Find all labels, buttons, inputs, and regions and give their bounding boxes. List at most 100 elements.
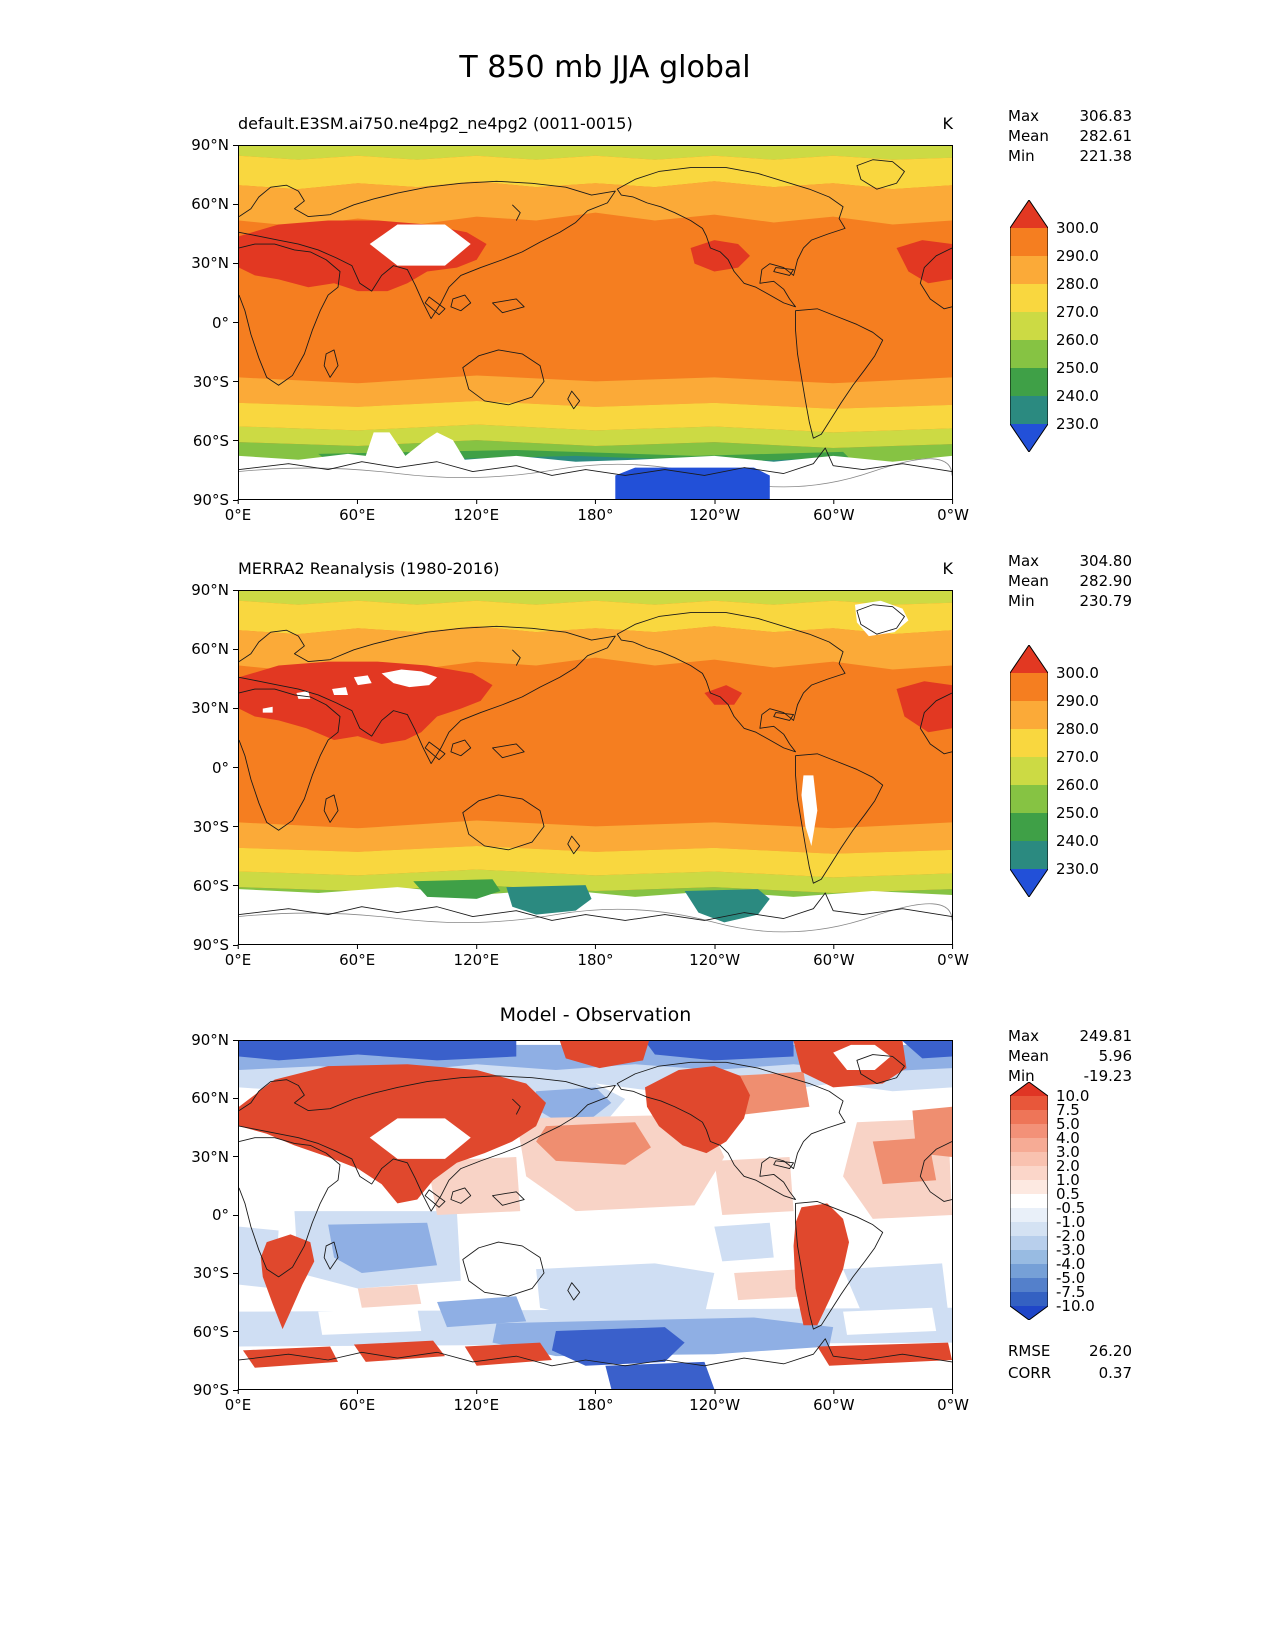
- colorbar-tick-label: 0.5: [1056, 1185, 1080, 1203]
- colorbar-tick-label: 4.0: [1056, 1129, 1080, 1147]
- panel3-lon-axis: 0°E 60°E 120°E 180° 120°W 60°W 0°W: [225, 1389, 969, 1417]
- tick-mark: [237, 1389, 239, 1394]
- lon-tick-label: 0°W: [937, 499, 969, 524]
- tick-mark: [475, 499, 477, 504]
- panel1-subtitle-row: default.E3SM.ai750.ne4pg2_ne4pg2 (0011-0…: [238, 114, 953, 133]
- rmse-value: 26.20: [1089, 1342, 1132, 1360]
- tick-mark: [233, 885, 238, 887]
- tick-mark: [233, 589, 238, 591]
- lat-tick-label: 0°: [212, 314, 238, 332]
- tick-mark: [233, 203, 238, 205]
- colorbar-bar: [1009, 644, 1120, 901]
- stat-mean-value: 282.61: [1079, 127, 1133, 145]
- lon-tick-label: 60°W: [813, 499, 855, 524]
- colorbar-tick-label: -5.0: [1056, 1269, 1086, 1287]
- lat-tick-label: 60°S: [193, 432, 238, 450]
- lon-tick-label: 180°: [577, 499, 614, 524]
- tick-mark: [233, 1389, 238, 1391]
- lat-tick-label: 60°N: [191, 1089, 238, 1107]
- stat-mean-value: 282.90: [1079, 572, 1133, 590]
- lon-tick-label: 120°E: [454, 1389, 499, 1414]
- stat-mean-label: Mean: [1008, 572, 1049, 590]
- colorbar-tick-label: -10.0: [1056, 1297, 1095, 1315]
- tick-mark: [237, 944, 239, 949]
- map-model-frame: 90°N 60°N 30°N 0° 30°S 60°S 90°S 0°E 60°E 120°E 1…: [191, 136, 969, 524]
- tick-mark: [833, 1389, 835, 1394]
- tick-mark: [233, 1331, 238, 1333]
- panel3-stats: Max 249.81 Mean 5.96 Min -19.23: [1008, 1026, 1132, 1086]
- colorbar-tick-label: -7.5: [1056, 1283, 1086, 1301]
- lat-tick-label: 90°S: [193, 936, 238, 954]
- lon-tick-label: 60°W: [813, 1389, 855, 1414]
- colorbar-tick-label: 10.0: [1056, 1087, 1090, 1105]
- colorbar-tick-label: 300.0: [1056, 664, 1099, 682]
- figure-title: T 850 mb JJA global: [459, 50, 751, 85]
- colorbar-tick-label: -2.0: [1056, 1227, 1086, 1245]
- lat-tick-label: 90°N: [191, 581, 238, 599]
- lat-tick-label: 30°S: [193, 373, 238, 391]
- lat-tick-label: 60°N: [191, 640, 238, 658]
- lat-tick-label: 30°N: [191, 254, 238, 272]
- colorbar-tick-label: 260.0: [1056, 331, 1099, 349]
- lat-tick-label: 30°S: [193, 1264, 238, 1282]
- lat-tick-label: 30°N: [191, 1148, 238, 1166]
- colorbar-tick-label: 290.0: [1056, 692, 1099, 710]
- tick-mark: [475, 944, 477, 949]
- panel2-subtitle-row: MERRA2 Reanalysis (1980-2016) K: [238, 559, 953, 578]
- tick-mark: [475, 1389, 477, 1394]
- lon-tick-label: 60°E: [339, 1389, 375, 1414]
- lat-tick-label: 30°N: [191, 699, 238, 717]
- map-obs-frame: 90°N 60°N 30°N 0° 30°S 60°S 90°S 0°E 60°E 120°E 1…: [191, 581, 969, 969]
- panel3-lat-axis: 90°N 60°N 30°N 0° 30°S 60°S 90°S: [159, 1031, 239, 1399]
- colorbar-tick-label: 270.0: [1056, 748, 1099, 766]
- colorbar-tick-label: 7.5: [1056, 1101, 1080, 1119]
- panel1-lat-axis: 90°N 60°N 30°N 0° 30°S 60°S 90°S: [159, 136, 239, 509]
- stat-max-label: Max: [1008, 552, 1040, 570]
- corr-value: 0.37: [1098, 1364, 1132, 1382]
- panel2-stats: Max 304.80 Mean 282.90 Min 230.79: [1008, 551, 1132, 611]
- tick-mark: [714, 1389, 716, 1394]
- colorbar-tick-label: -3.0: [1056, 1241, 1086, 1259]
- colorbar-tick-label: 3.0: [1056, 1143, 1080, 1161]
- colorbar-tick-label: 280.0: [1056, 275, 1099, 293]
- lat-tick-label: 90°N: [191, 136, 238, 154]
- tick-mark: [233, 144, 238, 146]
- colorbar-bar: [1009, 1081, 1120, 1324]
- panel2-lat-axis: 90°N 60°N 30°N 0° 30°S 60°S 90°S: [159, 581, 239, 954]
- panel3-title: Model - Observation: [499, 1004, 692, 1026]
- lat-tick-label: 90°S: [193, 491, 238, 509]
- lon-tick-label: 120°E: [454, 499, 499, 524]
- colorbar-tick-label: 5.0: [1056, 1115, 1080, 1133]
- stat-min-value: -19.23: [1083, 1067, 1132, 1085]
- colorbar-tick-label: 240.0: [1056, 832, 1099, 850]
- corr-label: CORR: [1008, 1364, 1052, 1382]
- tick-mark: [237, 499, 239, 504]
- tick-mark: [233, 944, 238, 946]
- panel2-units-label: K: [942, 559, 954, 578]
- lon-tick-label: 120°E: [454, 944, 499, 969]
- panel2-colorbar: 300.0 290.0 280.0 270.0 260.0 250.0 240.0 230.0: [1009, 644, 1120, 901]
- panel3-colorbar: 10.0 7.5 5.0 4.0 3.0 2.0 1.0 0.5 -0.5 -1.0 -2.0 -3.…: [1009, 1081, 1120, 1324]
- tick-mark: [233, 499, 238, 501]
- lat-tick-label: 90°S: [193, 1381, 238, 1399]
- tick-mark: [356, 944, 358, 949]
- lon-tick-label: 120°W: [689, 1389, 740, 1414]
- stat-min-label: Min: [1008, 1067, 1035, 1085]
- colorbar-bar: [1009, 199, 1120, 456]
- colorbar-tick-label: 260.0: [1056, 776, 1099, 794]
- tick-mark: [356, 499, 358, 504]
- colorbar-tick-label: -1.0: [1056, 1213, 1086, 1231]
- tick-mark: [714, 499, 716, 504]
- panel1-subtitle: default.E3SM.ai750.ne4pg2_ne4pg2 (0011-0…: [238, 114, 633, 133]
- tick-mark: [233, 1214, 238, 1216]
- panel1-stats: Max 306.83 Mean 282.61 Min 221.38: [1008, 106, 1132, 166]
- tick-mark: [233, 1272, 238, 1274]
- lon-tick-label: 60°W: [813, 944, 855, 969]
- map-diff: [239, 1041, 952, 1389]
- colorbar-tick-label: 300.0: [1056, 219, 1099, 237]
- lat-tick-label: 0°: [212, 1206, 238, 1224]
- tick-mark: [233, 1156, 238, 1158]
- tick-mark: [233, 322, 238, 323]
- colorbar-tick-label: 250.0: [1056, 359, 1099, 377]
- map-model: [239, 146, 952, 499]
